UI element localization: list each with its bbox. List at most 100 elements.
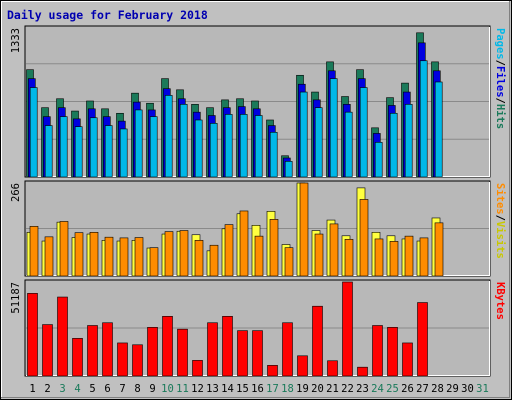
bar-sites-day-8 (134, 237, 144, 277)
bar-kbytes-day-4 (72, 338, 83, 377)
bar-sites-day-22 (344, 238, 354, 277)
bar-pages-day-6 (104, 125, 113, 178)
bar-sites-day-21 (329, 223, 339, 277)
legend-part: / (494, 98, 506, 104)
x-tick-label-day-15: 15 (236, 383, 249, 395)
bar-pages-day-10 (164, 95, 173, 178)
bar-sites-day-6 (104, 236, 114, 277)
bar-kbytes-day-24 (372, 325, 383, 377)
x-tick-label-day-3: 3 (59, 383, 65, 395)
bar-pages-day-22 (344, 111, 353, 178)
bar-kbytes-day-11 (177, 328, 188, 377)
bar-kbytes-day-22 (342, 281, 353, 377)
x-tick-label-day-7: 7 (119, 383, 125, 395)
bar-kbytes-day-21 (327, 360, 338, 377)
x-tick-label-day-19: 19 (296, 383, 309, 395)
bar-pages-day-17 (269, 131, 278, 178)
bar-kbytes-day-15 (237, 330, 248, 377)
x-tick-label-day-21: 21 (326, 383, 339, 395)
x-tick-label-day-23: 23 (356, 383, 369, 395)
x-tick-label-day-26: 26 (401, 383, 414, 395)
bar-pages-day-20 (314, 107, 323, 178)
panel-1: 1333 Pages/Files/Hits (10, 25, 506, 178)
bar-pages-day-24 (374, 142, 383, 178)
bar-pages-day-13 (209, 123, 218, 178)
x-tick-label-day-29: 29 (446, 383, 459, 395)
bar-kbytes-day-23 (357, 366, 368, 377)
bar-sites-day-24 (374, 238, 384, 277)
bar-sites-day-15 (239, 210, 249, 277)
legend-part: Visits (494, 221, 506, 259)
x-tick-label-day-14: 14 (221, 383, 234, 395)
x-tick-label-day-6: 6 (104, 383, 110, 395)
bar-pages-day-8 (134, 109, 143, 178)
bar-pages-day-14 (224, 114, 233, 178)
legend-part: Sites (494, 183, 506, 215)
bar-kbytes-day-2 (42, 324, 53, 377)
bar-sites-day-13 (209, 244, 219, 277)
chart-title: Daily usage for February 2018 (7, 8, 208, 22)
legend-part: / (494, 215, 506, 221)
x-tick-label-day-9: 9 (149, 383, 155, 395)
bar-sites-day-14 (224, 224, 234, 277)
x-tick-label-day-2: 2 (44, 383, 50, 395)
bar-pages-day-2 (44, 125, 53, 178)
bar-sites-day-11 (179, 230, 189, 277)
bar-kbytes-day-10 (162, 316, 173, 377)
bar-kbytes-day-7 (117, 342, 128, 377)
y-max-label: 51187 (10, 282, 22, 314)
bar-kbytes-day-14 (222, 316, 233, 377)
bar-pages-day-16 (254, 115, 263, 178)
bar-sites-day-20 (314, 233, 324, 277)
bar-sites-day-9 (149, 247, 159, 277)
x-tick-label-day-22: 22 (341, 383, 354, 395)
y-max-label: 1333 (10, 28, 22, 53)
bar-sites-day-2 (44, 236, 54, 277)
bar-sites-day-28 (434, 222, 444, 277)
series-legend-label: Sites/Visits (494, 183, 506, 259)
bar-kbytes-day-9 (147, 327, 158, 377)
bar-pages-day-12 (194, 119, 203, 178)
x-tick-label-day-12: 12 (191, 383, 204, 395)
bar-kbytes-day-12 (192, 360, 203, 377)
bar-kbytes-day-5 (87, 325, 98, 377)
bar-pages-day-27 (419, 60, 428, 178)
bar-sites-day-18 (284, 247, 294, 277)
x-tick-label-day-18: 18 (281, 383, 294, 395)
x-tick-label-day-28: 28 (431, 383, 444, 395)
x-tick-label-day-31: 31 (476, 383, 489, 395)
bar-kbytes-day-25 (387, 327, 398, 377)
x-axis-labels: 1 2 3 4 5 6 7 8 9 10 11 12 13 14 15 16 17 18 19 20 21 22 23 24 2… (29, 383, 488, 395)
bar-pages-day-4 (74, 126, 83, 178)
x-tick-label-day-17: 17 (266, 383, 279, 395)
bar-pages-day-21 (329, 78, 338, 178)
series-legend-label: KBytes (494, 282, 506, 320)
bar-sites-day-26 (404, 235, 414, 277)
series-legend-label: Pages/Files/Hits (494, 28, 506, 129)
legend-part: KBytes (494, 282, 506, 320)
bar-sites-day-23 (359, 199, 369, 277)
bar-sites-day-3 (59, 221, 69, 277)
bar-pages-day-3 (59, 116, 68, 178)
x-tick-label-day-11: 11 (176, 383, 189, 395)
bar-sites-day-4 (74, 232, 84, 277)
bar-pages-day-28 (434, 81, 443, 178)
bar-sites-day-5 (89, 231, 99, 277)
bar-pages-day-18 (284, 161, 293, 178)
legend-part: Files (494, 66, 506, 98)
x-tick-label-day-1: 1 (29, 383, 35, 395)
bar-pages-day-25 (389, 112, 398, 178)
bar-pages-day-15 (239, 114, 248, 178)
x-tick-label-day-13: 13 (206, 383, 219, 395)
bar-kbytes-day-8 (132, 344, 143, 377)
legend-part: Hits (494, 104, 506, 129)
legend-part: Pages (494, 28, 506, 60)
x-tick-label-day-8: 8 (134, 383, 140, 395)
y-max-label: 266 (10, 183, 22, 202)
bar-pages-day-1 (29, 87, 38, 178)
bar-pages-day-19 (299, 91, 308, 178)
bar-kbytes-day-16 (252, 330, 263, 377)
bar-pages-day-5 (89, 117, 98, 178)
